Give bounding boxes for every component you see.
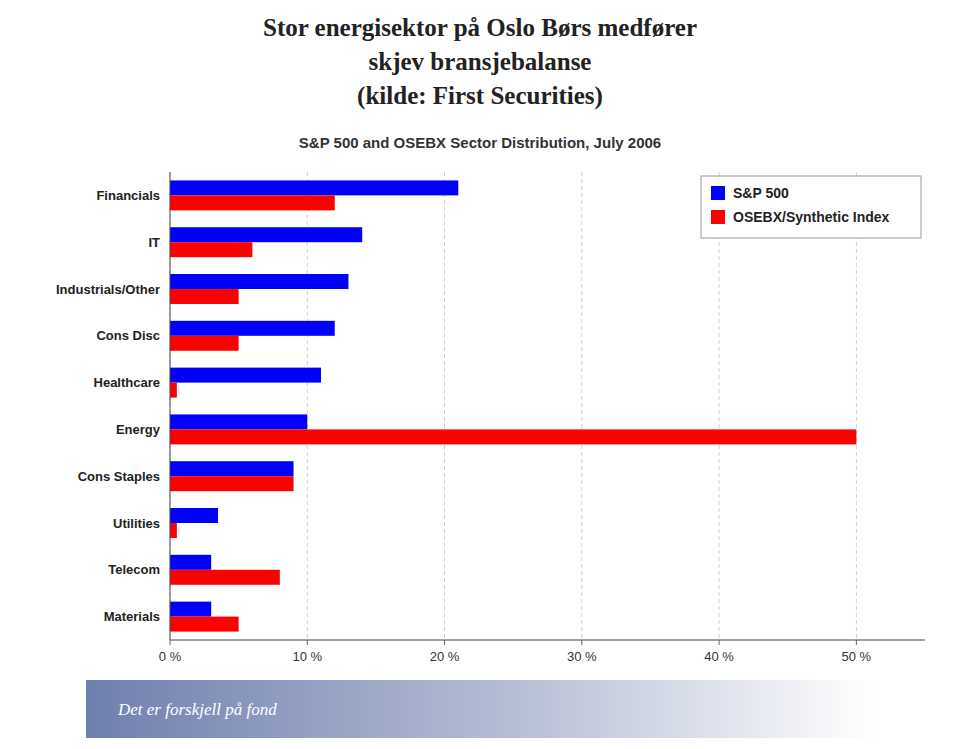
grid-line [444,172,445,640]
bar [170,274,348,289]
title: (kilde: First Securities) [357,82,603,110]
grid-line [581,172,582,640]
bar [170,508,218,523]
tick-label: 0 % [159,649,182,664]
category-label: Cons Staples [78,469,160,484]
tick-label: 20 % [430,649,460,664]
chart-svg: Stor energisektor på Oslo Børs medfører s… [0,0,960,749]
y-axis-labels: Financials IT Industrials/Other Cons Disc He… [56,188,161,624]
tick-mark [444,640,445,645]
tick-label: 10 % [292,649,322,664]
bar [170,570,280,585]
tick-label: 40 % [704,649,734,664]
category-label: Healthcare [94,375,160,390]
grid-line [170,172,171,640]
legend-swatch [711,210,725,224]
bar [170,523,177,538]
category-label: Energy [116,422,161,437]
title: skjev bransjebalanse [369,48,592,75]
bar [170,429,856,444]
x-axis-ticks: 0 % 10 % 20 % 30 % 40 % 50 % [159,640,872,664]
grid-line [856,172,857,640]
grid-line [719,172,720,640]
tick-mark [170,640,171,645]
category-label: Financials [96,188,160,203]
tick-mark [856,640,857,645]
tick-label: 30 % [567,649,597,664]
tick-mark [581,640,582,645]
legend-frame [701,176,921,238]
bar [170,195,335,210]
tick-label: 50 % [842,649,872,664]
legend-label: S&P 500 [733,185,789,201]
bar [170,336,239,351]
x-axis-line [170,640,925,641]
category-label: IT [148,235,160,250]
bar [170,476,294,491]
footer-text: Det er forskjell på fond [117,700,277,719]
bar [170,414,307,429]
bar [170,289,239,304]
bar [170,368,321,383]
bar [170,555,211,570]
category-label: Telecom [108,562,160,577]
bar [170,242,252,257]
subtitle: S&P 500 and OSEBX Sector Distribution, J… [299,134,661,151]
bar [170,617,239,632]
bar [170,383,177,398]
legend-label: OSEBX/Synthetic Index [733,209,890,225]
bars [170,180,856,631]
title: Stor energisektor på Oslo Børs medfører [263,14,697,41]
footer-band [86,680,874,738]
category-label: Utilities [113,516,160,531]
category-label: Cons Disc [96,328,160,343]
bar [170,180,458,195]
legend-swatch [711,186,725,200]
grid [170,172,856,640]
bar [170,321,335,336]
category-label: Industrials/Other [56,282,160,297]
y-axis-line [170,172,171,640]
bar [170,461,294,476]
tick-mark [307,640,308,645]
category-label: Materials [104,609,160,624]
tick-mark [719,640,720,645]
bar [170,602,211,617]
bar [170,227,362,242]
legend: S&P 500 OSEBX/Synthetic Index [701,176,921,238]
